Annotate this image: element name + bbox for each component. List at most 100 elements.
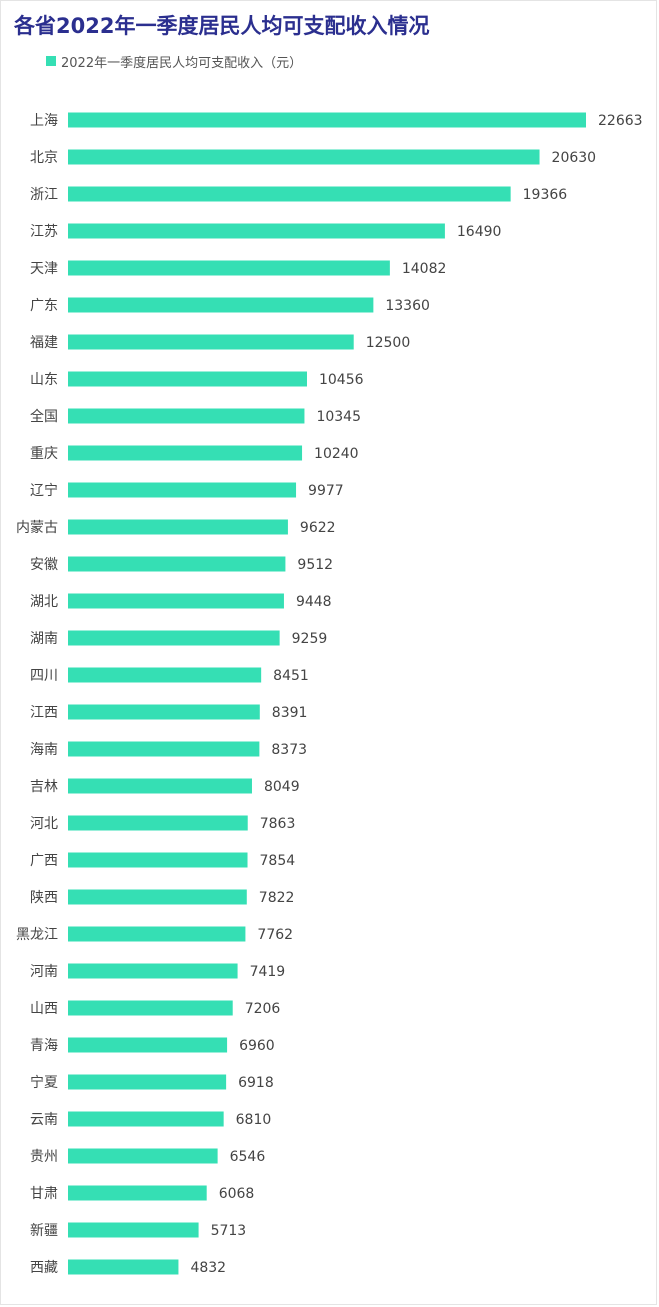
bar[interactable] (68, 741, 260, 757)
category-label: 安徽 (30, 557, 58, 573)
data-label: 7206 (245, 1001, 281, 1017)
data-label: 6068 (219, 1186, 255, 1202)
legend-swatch (46, 56, 56, 66)
category-label: 青海 (30, 1038, 58, 1054)
data-label: 14082 (402, 261, 447, 277)
bar[interactable] (68, 556, 286, 572)
data-label: 7762 (257, 927, 293, 943)
bar[interactable] (68, 815, 248, 831)
bar[interactable] (68, 889, 247, 905)
data-label: 6546 (230, 1149, 266, 1165)
category-label: 黑龙江 (16, 927, 58, 943)
legend-label: 2022年一季度居民人均可支配收入（元） (61, 55, 303, 71)
data-label: 4832 (190, 1260, 226, 1276)
bar[interactable] (68, 778, 252, 794)
bar[interactable] (68, 704, 260, 720)
bar[interactable] (68, 334, 354, 350)
category-label: 山西 (30, 1001, 58, 1017)
category-label: 宁夏 (30, 1074, 58, 1091)
bar[interactable] (68, 408, 305, 424)
bar[interactable] (68, 963, 238, 979)
category-label: 新疆 (30, 1223, 58, 1239)
data-label: 9622 (300, 520, 336, 536)
bar[interactable] (68, 1074, 227, 1090)
category-label: 广西 (30, 853, 58, 869)
category-label: 云南 (30, 1112, 58, 1128)
bar[interactable] (68, 519, 288, 535)
data-label: 8391 (272, 705, 308, 721)
category-label: 四川 (30, 668, 58, 684)
bar[interactable] (68, 371, 307, 387)
bar[interactable] (68, 482, 297, 498)
data-label: 8451 (273, 668, 309, 684)
bar[interactable] (68, 297, 374, 313)
data-label: 10456 (319, 372, 364, 388)
bar[interactable] (68, 112, 586, 128)
category-label: 天津 (30, 261, 58, 277)
data-label: 9448 (296, 594, 332, 610)
data-label: 7822 (259, 890, 295, 906)
bar[interactable] (68, 1111, 224, 1127)
data-label: 7854 (260, 853, 296, 869)
data-label: 6810 (236, 1112, 272, 1128)
category-label: 湖南 (30, 631, 58, 647)
data-label: 16490 (457, 224, 502, 240)
data-label: 9259 (292, 631, 328, 647)
category-label: 贵州 (30, 1149, 58, 1165)
category-label: 广东 (30, 298, 58, 314)
category-label: 西藏 (30, 1260, 58, 1276)
category-label: 吉林 (30, 779, 58, 795)
category-label: 河南 (30, 964, 58, 980)
data-label: 6960 (239, 1038, 275, 1054)
bar[interactable] (68, 1037, 228, 1053)
category-label: 辽宁 (30, 482, 58, 499)
bar[interactable] (68, 149, 540, 165)
data-label: 7863 (260, 816, 296, 832)
category-label: 山东 (30, 372, 58, 388)
bar[interactable] (68, 445, 303, 461)
bar[interactable] (68, 1259, 179, 1275)
data-label: 8373 (271, 742, 307, 758)
bar[interactable] (68, 1148, 218, 1164)
data-label: 9977 (308, 483, 344, 499)
bar[interactable] (68, 260, 390, 276)
category-label: 北京 (30, 150, 58, 166)
bar[interactable] (68, 186, 511, 202)
category-label: 江苏 (30, 224, 58, 240)
category-label: 内蒙古 (16, 520, 58, 536)
bar[interactable] (68, 630, 280, 646)
bar[interactable] (68, 926, 246, 942)
category-label: 全国 (30, 408, 58, 425)
category-label: 福建 (30, 335, 58, 351)
data-label: 12500 (366, 335, 411, 351)
category-label: 陕西 (30, 890, 58, 906)
chart-title: 各省2022年一季度居民人均可支配收入情况 (14, 14, 430, 38)
data-label: 10345 (316, 409, 361, 425)
category-label: 湖北 (30, 594, 58, 610)
category-label: 上海 (30, 113, 58, 129)
category-label: 海南 (30, 742, 58, 758)
legend[interactable]: 2022年一季度居民人均可支配收入（元） (46, 52, 303, 71)
bar[interactable] (68, 593, 284, 609)
bar[interactable] (68, 223, 445, 239)
category-label: 浙江 (30, 187, 58, 203)
bar[interactable] (68, 1185, 207, 1201)
bar[interactable] (68, 667, 262, 683)
bar[interactable] (68, 1000, 233, 1016)
data-label: 13360 (385, 298, 430, 314)
category-label: 江西 (30, 705, 58, 721)
bar[interactable] (68, 1222, 199, 1238)
data-label: 10240 (314, 446, 359, 462)
data-label: 19366 (523, 187, 568, 203)
data-label: 8049 (264, 779, 300, 795)
data-label: 7419 (250, 964, 286, 980)
data-label: 9512 (297, 557, 333, 573)
data-label: 6918 (238, 1075, 274, 1091)
data-label: 22663 (598, 113, 643, 129)
bar[interactable] (68, 852, 248, 868)
category-label: 河北 (30, 816, 58, 832)
data-label: 5713 (211, 1223, 247, 1239)
data-label: 20630 (552, 150, 597, 166)
category-label: 甘肃 (30, 1186, 58, 1202)
